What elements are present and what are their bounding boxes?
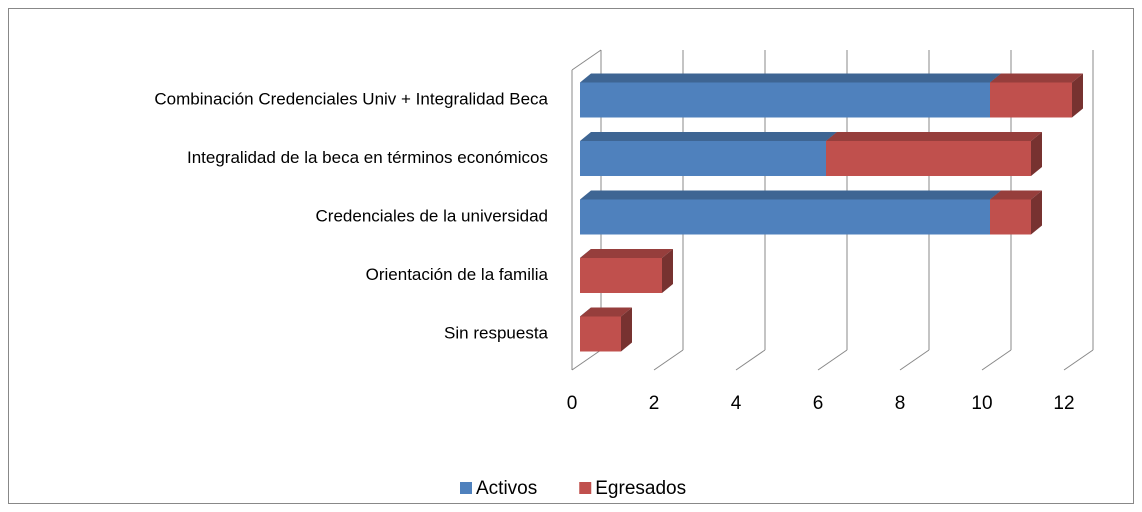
category-label: Orientación de la familia: [366, 265, 549, 284]
floor-line: [1063, 349, 1094, 371]
bar-segment: [990, 73, 1083, 118]
floor-line: [899, 349, 930, 371]
floor-line: [817, 349, 848, 371]
category-label: Sin respuesta: [444, 323, 548, 342]
category-label: Combinación Credenciales Univ + Integral…: [154, 89, 548, 108]
bar-top: [580, 307, 632, 317]
floor-line: [981, 349, 1012, 371]
bar-segment: [580, 190, 1001, 235]
side-wall-top: [571, 49, 602, 71]
x-tick-label: 10: [971, 393, 992, 414]
legend-swatch: [460, 482, 472, 494]
x-tick-label: 6: [813, 393, 824, 414]
x-tick-label: 2: [649, 393, 660, 414]
bar-front: [580, 141, 826, 176]
x-tick-label: 4: [731, 393, 742, 414]
x-tick-label: 8: [895, 393, 906, 414]
bar-front: [990, 82, 1072, 118]
bar-front: [580, 316, 621, 352]
bar-side: [1031, 190, 1042, 235]
bar-segment: [990, 190, 1042, 235]
bar-top: [990, 190, 1042, 200]
bar-top: [990, 73, 1083, 83]
bar-top: [826, 132, 1042, 141]
x-tick-label: 0: [567, 393, 578, 414]
bar-top: [580, 190, 1001, 200]
category-label: Credenciales de la universidad: [316, 206, 548, 225]
bar-side: [621, 307, 632, 352]
floor-line: [571, 349, 602, 371]
bar-top: [580, 249, 673, 258]
bar-front: [580, 82, 990, 118]
bar-segment: [580, 73, 1001, 118]
bar-segment: [580, 132, 837, 176]
bar-segment: [826, 132, 1042, 176]
legend-label: Egresados: [595, 478, 686, 499]
bar-side: [1072, 73, 1083, 118]
bar-front: [580, 258, 662, 293]
bar-top: [580, 73, 1001, 83]
bar-front: [990, 199, 1031, 235]
bar-segment: [580, 307, 632, 352]
bar-side: [662, 249, 673, 293]
floor-line: [653, 349, 684, 371]
bar-front: [580, 199, 990, 235]
category-label: Integralidad de la beca en términos econ…: [187, 148, 548, 167]
floor-line: [735, 349, 766, 371]
bar-top: [580, 132, 837, 141]
legend-label: Activos: [476, 478, 537, 499]
bar-segment: [580, 249, 673, 293]
x-tick-label: 12: [1053, 393, 1074, 414]
bar-side: [1031, 132, 1042, 176]
bar-front: [826, 141, 1031, 176]
legend-swatch: [579, 482, 592, 494]
